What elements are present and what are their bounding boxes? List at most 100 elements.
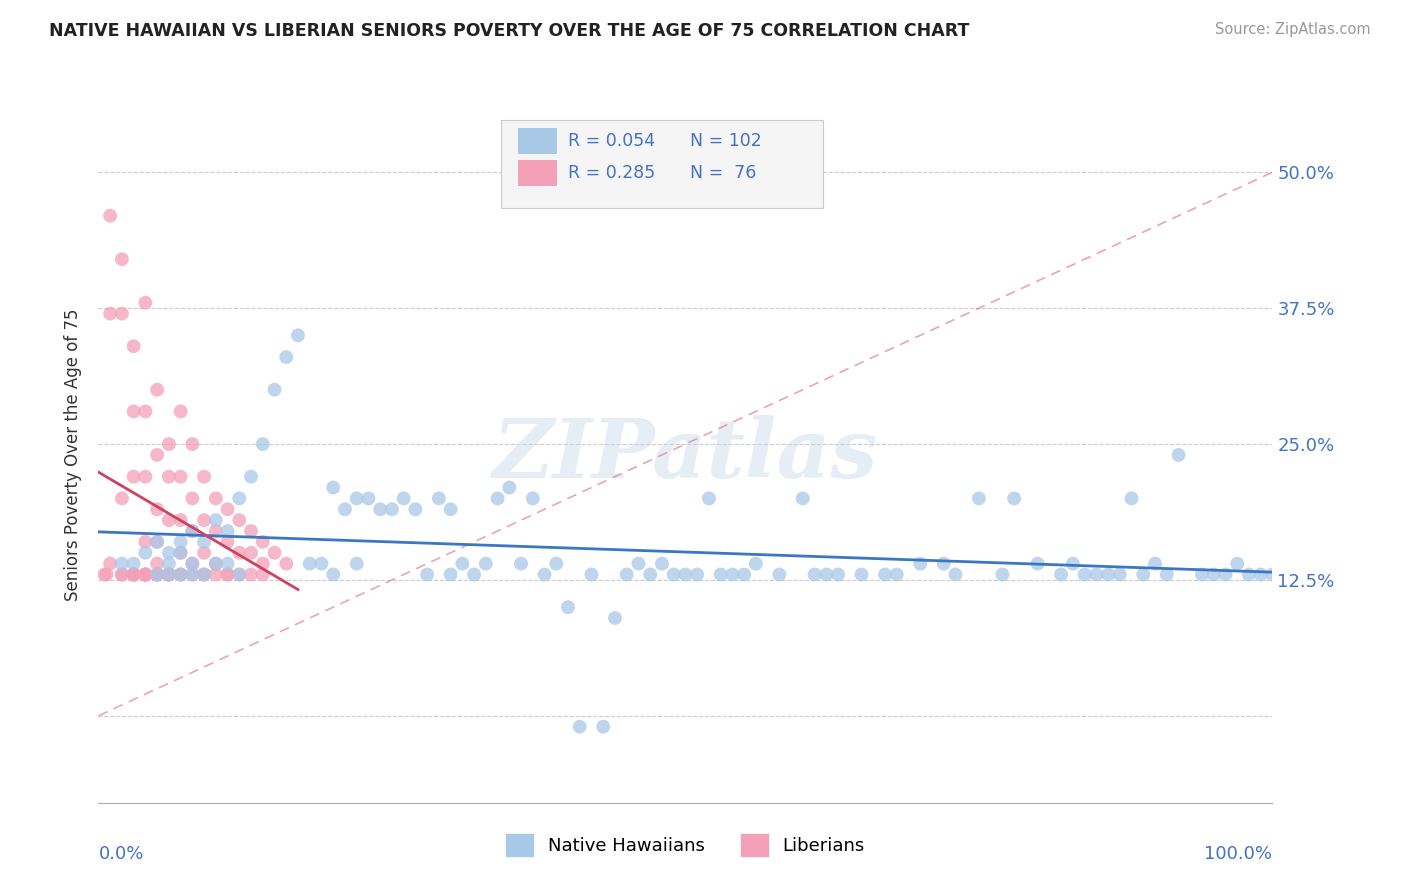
Point <box>252 534 274 549</box>
Point <box>134 567 156 582</box>
Point <box>228 546 250 560</box>
Point <box>439 502 461 516</box>
Point <box>710 567 733 582</box>
Point <box>486 491 509 506</box>
Point <box>333 502 356 516</box>
Point <box>228 567 250 582</box>
Point <box>134 295 156 310</box>
Point <box>134 567 156 582</box>
Point <box>686 567 709 582</box>
Text: 0.0%: 0.0% <box>98 845 143 863</box>
Point <box>945 567 967 582</box>
Point <box>276 557 298 571</box>
Point <box>298 557 321 571</box>
Point <box>381 502 404 516</box>
Point <box>263 546 285 560</box>
Point <box>932 557 955 571</box>
Point <box>134 567 156 582</box>
Text: R = 0.285: R = 0.285 <box>568 164 655 182</box>
Point <box>96 567 118 582</box>
Point <box>93 567 115 582</box>
Point <box>157 513 180 527</box>
Point <box>134 469 156 483</box>
Point <box>146 534 169 549</box>
Point <box>169 567 191 582</box>
Point <box>169 469 191 483</box>
Point <box>721 567 744 582</box>
Point <box>592 720 614 734</box>
Point <box>263 383 285 397</box>
Point <box>169 567 191 582</box>
Point <box>217 567 239 582</box>
Point <box>98 307 121 321</box>
Point <box>1250 567 1272 582</box>
Point <box>169 404 191 418</box>
Point <box>122 469 145 483</box>
Point <box>451 557 474 571</box>
Point <box>122 557 145 571</box>
Point <box>193 534 215 549</box>
Point <box>146 567 169 582</box>
Point <box>181 491 204 506</box>
Point <box>1226 557 1249 571</box>
Point <box>803 567 825 582</box>
Point <box>886 567 908 582</box>
Point <box>134 567 156 582</box>
Point <box>967 491 990 506</box>
Point <box>1002 491 1025 506</box>
Text: N = 102: N = 102 <box>690 132 762 150</box>
Point <box>98 209 121 223</box>
Point <box>193 546 215 560</box>
Point <box>510 557 533 571</box>
Point <box>181 567 204 582</box>
Point <box>368 502 391 516</box>
Point <box>1073 567 1095 582</box>
Point <box>157 567 180 582</box>
Point <box>217 534 239 549</box>
Point <box>322 481 344 495</box>
Point <box>427 491 450 506</box>
Point <box>252 567 274 582</box>
Point <box>146 502 169 516</box>
Point <box>1237 567 1260 582</box>
Point <box>991 567 1014 582</box>
Point <box>1097 567 1119 582</box>
Point <box>217 524 239 538</box>
Point <box>134 567 156 582</box>
Point <box>146 567 169 582</box>
Point <box>134 404 156 418</box>
Point <box>346 491 368 506</box>
Point <box>193 513 215 527</box>
Point <box>193 567 215 582</box>
Point <box>193 567 215 582</box>
Point <box>169 513 191 527</box>
Point <box>522 491 544 506</box>
Point <box>908 557 931 571</box>
Point <box>603 611 626 625</box>
Text: Source: ZipAtlas.com: Source: ZipAtlas.com <box>1215 22 1371 37</box>
Point <box>662 567 685 582</box>
Point <box>1167 448 1189 462</box>
Point <box>1132 567 1154 582</box>
Point <box>322 567 344 582</box>
Point <box>146 383 169 397</box>
Point <box>581 567 603 582</box>
Point <box>357 491 380 506</box>
Point <box>228 513 250 527</box>
Point <box>146 557 169 571</box>
Point <box>463 567 485 582</box>
Point <box>1108 567 1130 582</box>
Point <box>1050 567 1073 582</box>
Point <box>122 567 145 582</box>
Point <box>169 546 191 560</box>
Text: 100.0%: 100.0% <box>1205 845 1272 863</box>
Point <box>1062 557 1084 571</box>
Point <box>146 448 169 462</box>
Point <box>134 546 156 560</box>
Point <box>1215 567 1237 582</box>
Point <box>546 557 568 571</box>
Text: N =  76: N = 76 <box>690 164 756 182</box>
Point <box>733 567 755 582</box>
Point <box>346 557 368 571</box>
Point <box>157 557 180 571</box>
